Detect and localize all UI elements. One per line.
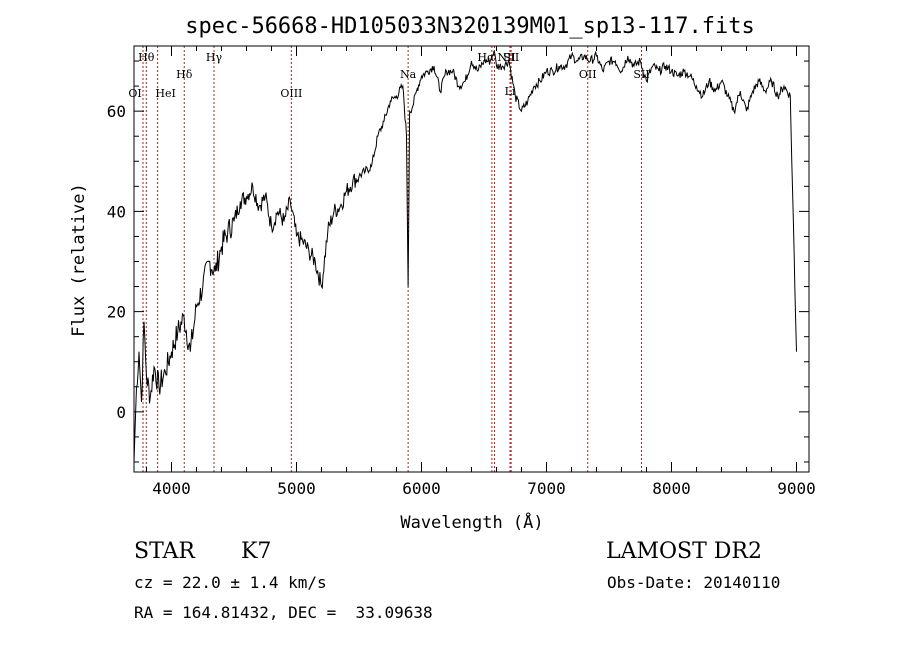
redshift-text: cz = 22.0 ± 1.4 km/s — [134, 573, 327, 592]
marker-label-8: NII — [497, 51, 515, 64]
y-tick-label: 40 — [107, 202, 126, 221]
y-tick-label: 0 — [116, 403, 126, 422]
x-tick-label: 9000 — [777, 479, 816, 498]
marker-label-4: Hγ — [206, 51, 223, 64]
coords-text: RA = 164.81432, DEC = 33.09638 — [134, 603, 433, 622]
spectrum-line — [133, 50, 797, 463]
y-axis-label: Flux (relative) — [69, 183, 89, 337]
chart-title: spec-56668-HD105033N320139M01_sp13-117.f… — [185, 14, 755, 39]
marker-label-10: Li — [505, 85, 516, 98]
axes-frame — [133, 45, 810, 473]
plot-area: 4000 5000 6000 7000 8000 9000 0 20 40 60 Hθ OI HeIHδ… — [107, 45, 816, 498]
marker-label-7: Hα — [477, 51, 495, 64]
marker-label-12: SII — [633, 68, 649, 81]
x-tick-label: 6000 — [402, 479, 441, 498]
obs-date-text: Obs-Date: 20140110 — [607, 573, 780, 592]
marker-label-2: HeI — [155, 87, 175, 100]
marker-label-5: OIII — [280, 87, 302, 100]
x-axis-label: Wavelength (Å) — [400, 511, 543, 533]
marker-label-9: SII — [503, 51, 519, 64]
x-tick-label: 7000 — [527, 479, 566, 498]
survey-name: LAMOST DR2 — [606, 539, 762, 564]
marker-label-6: Na — [400, 68, 417, 81]
marker-label-11: OII — [579, 68, 597, 81]
object-subclass: K7 — [241, 539, 271, 564]
y-tick-label: 20 — [107, 303, 126, 322]
x-tick-label: 4000 — [152, 479, 191, 498]
y-tick-label: 60 — [107, 102, 126, 121]
marker-label-3: Hδ — [176, 68, 193, 81]
object-class: STAR — [134, 539, 196, 564]
marker-label-0: Hθ — [138, 51, 155, 64]
x-tick-label: 5000 — [277, 479, 316, 498]
marker-label-1: OI — [128, 87, 141, 100]
x-tick-label: 8000 — [652, 479, 691, 498]
